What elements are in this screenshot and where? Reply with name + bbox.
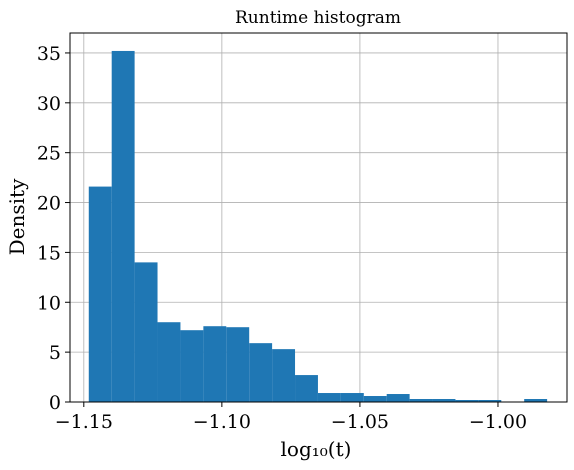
y-tick-label: 25 xyxy=(37,143,61,165)
y-tick-label: 30 xyxy=(37,93,61,115)
histogram-bar xyxy=(134,262,158,402)
x-tick-label: −1.00 xyxy=(469,411,527,433)
y-tick-label: 35 xyxy=(37,43,61,65)
histogram-bar xyxy=(340,393,364,402)
axis-ticks: −1.15 −1.10 −1.05 −1.00 0 5 10 15 20 25 30 35 xyxy=(37,43,527,433)
y-tick-label: 15 xyxy=(37,242,61,264)
plot-frame xyxy=(69,32,568,403)
histogram-bar xyxy=(249,343,273,402)
histogram-bar xyxy=(363,396,387,402)
histogram-bar xyxy=(272,349,296,402)
histogram-bar xyxy=(478,400,502,402)
histogram-bar xyxy=(226,327,250,402)
histogram-bar xyxy=(317,393,341,402)
histogram-bar xyxy=(203,326,227,402)
histogram-bar xyxy=(524,399,548,402)
y-axis-label: Density xyxy=(5,178,29,255)
histogram-bar xyxy=(386,394,410,402)
histogram-bar xyxy=(157,322,181,402)
x-tick-label: −1.15 xyxy=(55,411,113,433)
chart-title: Runtime histogram xyxy=(235,8,401,28)
y-tick-label: 0 xyxy=(49,392,61,414)
histogram-bar xyxy=(295,375,318,402)
histogram-bar xyxy=(180,330,204,402)
y-tick-label: 5 xyxy=(49,342,61,364)
histogram-bar xyxy=(455,400,479,402)
x-axis-label: log₁₀(t) xyxy=(281,437,352,461)
histogram-bars xyxy=(88,50,548,402)
x-tick-label: −1.05 xyxy=(331,411,389,433)
histogram-bar xyxy=(432,399,456,402)
x-tick-label: −1.10 xyxy=(193,411,251,433)
histogram-bar xyxy=(409,399,433,402)
y-tick-label: 10 xyxy=(37,292,61,314)
y-tick-label: 20 xyxy=(37,193,61,215)
histogram-bar xyxy=(88,186,112,402)
histogram-bar xyxy=(111,50,135,402)
